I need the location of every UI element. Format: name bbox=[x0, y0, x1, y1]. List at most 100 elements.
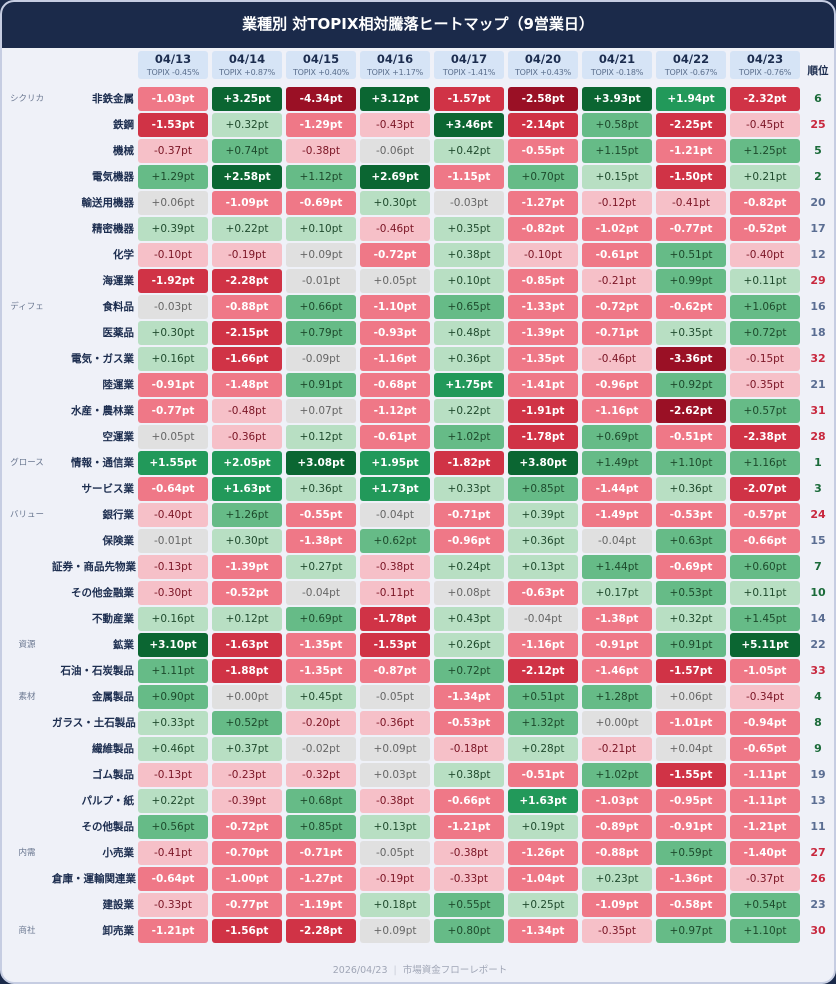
heatmap-cell: -1.09pt bbox=[212, 191, 282, 215]
heatmap-cell: -0.33pt bbox=[434, 867, 504, 891]
heatmap-cell: +0.66pt bbox=[286, 295, 356, 319]
heatmap-cell: +0.22pt bbox=[434, 399, 504, 423]
heatmap-cell: +0.11pt bbox=[730, 269, 800, 293]
heatmap-cell: -0.71pt bbox=[582, 321, 652, 345]
sector-group-label bbox=[2, 321, 52, 345]
heatmap-cell: -2.07pt bbox=[730, 477, 800, 501]
heatmap-cell: +0.23pt bbox=[582, 867, 652, 891]
date-column-header: 04/16 TOPIX +1.17% bbox=[360, 51, 430, 79]
sector-group-label: グロース bbox=[10, 458, 44, 468]
heatmap-cell: +0.00pt bbox=[212, 685, 282, 709]
heatmap-cell: -0.88pt bbox=[212, 295, 282, 319]
rank-value: 12 bbox=[810, 248, 826, 261]
column-date: 04/16 bbox=[376, 52, 414, 66]
heatmap-cell: +0.12pt bbox=[286, 425, 356, 449]
heatmap-cell: -0.04pt bbox=[582, 529, 652, 553]
heatmap-cell: +2.05pt bbox=[212, 451, 282, 475]
sector-row: 化学 -0.10pt -0.19pt +0.09pt -0.72pt +0.38pt -0.… bbox=[2, 243, 834, 267]
heatmap-cell: -0.01pt bbox=[138, 529, 208, 553]
sector-name: 食料品 bbox=[102, 301, 135, 313]
heatmap-cell: -0.02pt bbox=[286, 737, 356, 761]
heatmap-cell: +0.69pt bbox=[286, 607, 356, 631]
heatmap-cell: +1.29pt bbox=[138, 165, 208, 189]
footer-separator: | bbox=[393, 965, 397, 976]
heatmap-cell: -1.41pt bbox=[508, 373, 578, 397]
heatmap-cell: -0.61pt bbox=[360, 425, 430, 449]
heatmap-cell: -0.03pt bbox=[434, 191, 504, 215]
sector-name: 精密機器 bbox=[92, 223, 134, 235]
sector-row: 電気・ガス業 +0.16pt -1.66pt -0.09pt -1.16pt +0.36p… bbox=[2, 347, 834, 371]
sector-row: 海運業 -1.92pt -2.28pt -0.01pt +0.05pt +0.10pt -0… bbox=[2, 269, 834, 293]
heatmap-cell: +0.65pt bbox=[434, 295, 504, 319]
heatmap-cell: +0.91pt bbox=[286, 373, 356, 397]
heatmap-cell: -1.21pt bbox=[730, 815, 800, 839]
heatmap-cell: -1.29pt bbox=[286, 113, 356, 137]
sector-group-label bbox=[2, 867, 52, 891]
column-topix-change: TOPIX -0.76% bbox=[738, 68, 792, 77]
heatmap-cell: +0.68pt bbox=[286, 789, 356, 813]
heatmap-cell: -1.21pt bbox=[434, 815, 504, 839]
sector-name: 陸運業 bbox=[102, 379, 135, 391]
heatmap-cell: -1.12pt bbox=[360, 399, 430, 423]
heatmap-cell: -1.55pt bbox=[656, 763, 726, 787]
heatmap-cell: +1.63pt bbox=[508, 789, 578, 813]
heatmap-cell: -1.35pt bbox=[286, 659, 356, 683]
sector-row: 素材 金属製品 +0.90pt +0.00pt +0.45pt -0.05pt -1.34p… bbox=[2, 685, 834, 709]
heatmap-cell: -1.02pt bbox=[582, 217, 652, 241]
heatmap-cell: -0.11pt bbox=[360, 581, 430, 605]
heatmap-cell: +0.03pt bbox=[360, 763, 430, 787]
footer-date: 2026/04/23 bbox=[332, 965, 388, 976]
heatmap-cell: -1.88pt bbox=[212, 659, 282, 683]
heatmap-cell: -2.15pt bbox=[212, 321, 282, 345]
heatmap-cell: -1.57pt bbox=[434, 87, 504, 111]
heatmap-cell: -0.04pt bbox=[508, 607, 578, 631]
sector-row: 倉庫・運輸関連業 -0.64pt -1.00pt -1.27pt -0.19pt -0.3… bbox=[2, 867, 834, 891]
sector-name: 非鉄金属 bbox=[92, 93, 134, 105]
sector-name: ガラス・土石製品 bbox=[52, 717, 136, 729]
sector-row: 輸送用機器 +0.06pt -1.09pt -0.69pt +0.30pt -0.03pt… bbox=[2, 191, 834, 215]
heatmap-cell: +0.51pt bbox=[508, 685, 578, 709]
heatmap-cell: +0.16pt bbox=[138, 607, 208, 631]
heatmap-cell: -0.93pt bbox=[360, 321, 430, 345]
sector-name: パルプ・紙 bbox=[81, 795, 135, 807]
sector-row: 保険業 -0.01pt +0.30pt -1.38pt +0.62pt -0.96pt +0… bbox=[2, 529, 834, 553]
heatmap-cell: -0.51pt bbox=[656, 425, 726, 449]
heatmap-cell: +3.08pt bbox=[286, 451, 356, 475]
heatmap-cell: +0.28pt bbox=[508, 737, 578, 761]
heatmap-cell: +0.10pt bbox=[434, 269, 504, 293]
sector-group-label bbox=[2, 139, 52, 163]
heatmap-cell: -2.28pt bbox=[212, 269, 282, 293]
sector-group-label bbox=[2, 893, 52, 917]
heatmap-cell: +0.09pt bbox=[360, 737, 430, 761]
heatmap-cell: +0.09pt bbox=[360, 919, 430, 943]
heatmap-cell: -0.30pt bbox=[138, 581, 208, 605]
sector-row: バリュー 銀行業 -0.40pt +1.26pt -0.55pt -0.04pt -0.71… bbox=[2, 503, 834, 527]
heatmap-cell: -0.39pt bbox=[212, 789, 282, 813]
heatmap-cell: +0.54pt bbox=[730, 893, 800, 917]
rank-value: 6 bbox=[814, 92, 822, 105]
date-column-header: 04/14 TOPIX +0.87% bbox=[212, 51, 282, 79]
sector-name: 建設業 bbox=[102, 899, 135, 911]
heatmap-cell: -1.15pt bbox=[434, 165, 504, 189]
sector-row: ゴム製品 -0.13pt -0.23pt -0.32pt +0.03pt +0.38pt -… bbox=[2, 763, 834, 787]
heatmap-cell: -0.32pt bbox=[286, 763, 356, 787]
heatmap-cell: +3.80pt bbox=[508, 451, 578, 475]
rank-value: 25 bbox=[810, 118, 826, 131]
heatmap-cell: -0.91pt bbox=[656, 815, 726, 839]
heatmap-cell: +0.30pt bbox=[212, 529, 282, 553]
heatmap-cell: -0.96pt bbox=[434, 529, 504, 553]
sector-group-label bbox=[2, 399, 52, 423]
sector-row: 石油・石炭製品 +1.11pt -1.88pt -1.35pt -0.87pt +0.72… bbox=[2, 659, 834, 683]
heatmap-cell: -0.91pt bbox=[582, 633, 652, 657]
heatmap-cell: -0.71pt bbox=[286, 841, 356, 865]
sector-group-label bbox=[2, 373, 52, 397]
heatmap-cell: -0.46pt bbox=[582, 347, 652, 371]
sector-group-label: 内需 bbox=[18, 848, 36, 858]
sector-name: 繊維製品 bbox=[92, 743, 134, 755]
heatmap-cell: -1.40pt bbox=[730, 841, 800, 865]
heatmap-cell: -2.28pt bbox=[286, 919, 356, 943]
heatmap-cell: +1.25pt bbox=[730, 139, 800, 163]
heatmap-cell: -1.05pt bbox=[730, 659, 800, 683]
heatmap-cell: +3.93pt bbox=[582, 87, 652, 111]
